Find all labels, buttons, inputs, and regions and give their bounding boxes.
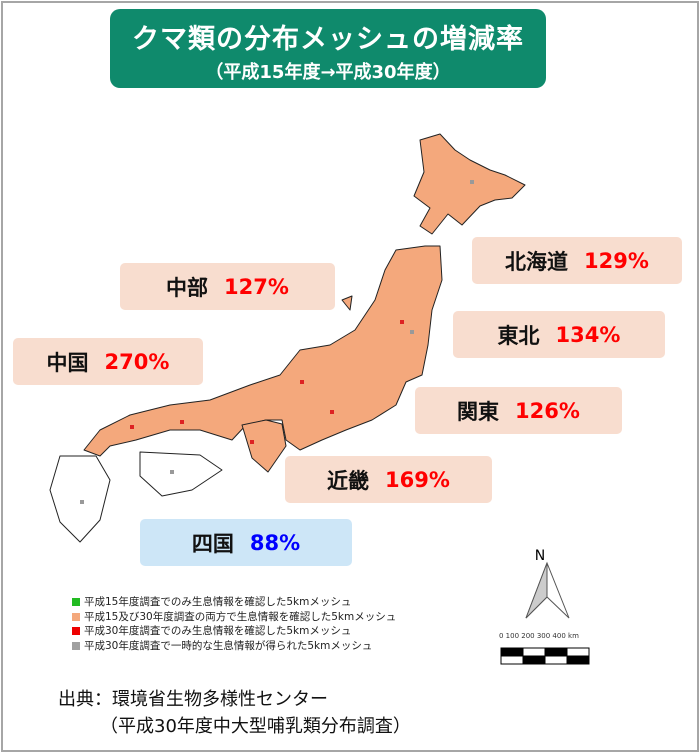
legend-swatch-green: [72, 598, 80, 607]
region-box-kinki: 近畿 169%: [285, 456, 492, 503]
legend-swatch-gray: [72, 641, 80, 650]
source-line-1: 出典：環境省生物多様性センター: [58, 689, 328, 710]
legend-item: 平成15及び30年度調査の両方で生息情報を確認した5kmメッシュ: [72, 610, 396, 625]
title-banner: クマ類の分布メッシュの増減率 （平成15年度→平成30年度）: [110, 9, 546, 88]
region-box-kanto: 関東 126%: [415, 387, 622, 434]
north-label: N: [535, 548, 545, 564]
region-name: 中国: [46, 350, 89, 375]
region-box-chubu: 中部 127%: [120, 263, 335, 310]
region-rate: 129%: [584, 248, 649, 273]
shikoku: [139, 451, 223, 497]
region-name: 東北: [497, 323, 540, 348]
region-name: 北海道: [505, 249, 569, 274]
legend-swatch-orange: [72, 612, 80, 621]
legend-item: 平成15年度調査でのみ生息情報を確認した5kmメッシュ: [72, 595, 396, 610]
region-name: 近畿: [327, 468, 370, 493]
legend-label: 平成15年度調査でのみ生息情報を確認した5kmメッシュ: [84, 596, 352, 608]
hokkaido: [413, 133, 526, 235]
region-box-hokkaido: 北海道 129%: [472, 237, 682, 284]
region-rate: 270%: [104, 349, 170, 374]
source-citation: 出典：環境省生物多様性センター （平成30年度中大型哺乳類分布調査）: [58, 686, 411, 740]
kyushu: [49, 455, 111, 543]
region-rate: 88%: [249, 530, 301, 555]
legend-label: 平成30年度調査で一時的な生息情報が得られた5kmメッシュ: [84, 639, 373, 652]
legend-label: 平成30年度調査でのみ生息情報を確認した5kmメッシュ: [84, 625, 352, 637]
region-rate: 169%: [385, 467, 450, 492]
legend-label: 平成15及び30年度調査の両方で生息情報を確認した5kmメッシュ: [84, 610, 397, 623]
region-box-tohoku: 東北 134%: [453, 311, 665, 358]
honshu: [83, 245, 443, 457]
region-rate: 126%: [515, 398, 580, 423]
region-name: 関東: [457, 399, 500, 424]
red-mesh-dots: [130, 320, 404, 444]
legend: 平成15年度調査でのみ生息情報を確認した5kmメッシュ 平成15及び30年度調査…: [72, 595, 396, 653]
legend-swatch-red: [72, 627, 80, 636]
scale-labels: 0 100 200 300 400 km: [499, 632, 579, 640]
legend-item: 平成30年度調査でのみ生息情報を確認した5kmメッシュ: [72, 624, 396, 639]
legend-item: 平成30年度調査で一時的な生息情報が得られた5kmメッシュ: [72, 639, 396, 654]
kii-peninsula: [241, 419, 287, 473]
region-box-chugoku: 中国 270%: [13, 338, 203, 385]
region-rate: 134%: [555, 322, 621, 347]
title-sub: （平成15年度→平成30年度）: [205, 62, 451, 83]
region-name: 四国: [191, 531, 234, 556]
region-box-shikoku: 四国 88%: [140, 519, 352, 566]
sado: [341, 295, 353, 311]
gray-mesh-dots: [80, 180, 474, 504]
title-main: クマ類の分布メッシュの増減率: [132, 24, 524, 55]
region-name: 中部: [166, 275, 209, 300]
source-line-2: （平成30年度中大型哺乳類分布調査）: [100, 716, 411, 737]
north-arrow-icon: N: [525, 548, 570, 619]
scale-bar: [500, 647, 590, 665]
region-rate: 127%: [224, 274, 289, 299]
